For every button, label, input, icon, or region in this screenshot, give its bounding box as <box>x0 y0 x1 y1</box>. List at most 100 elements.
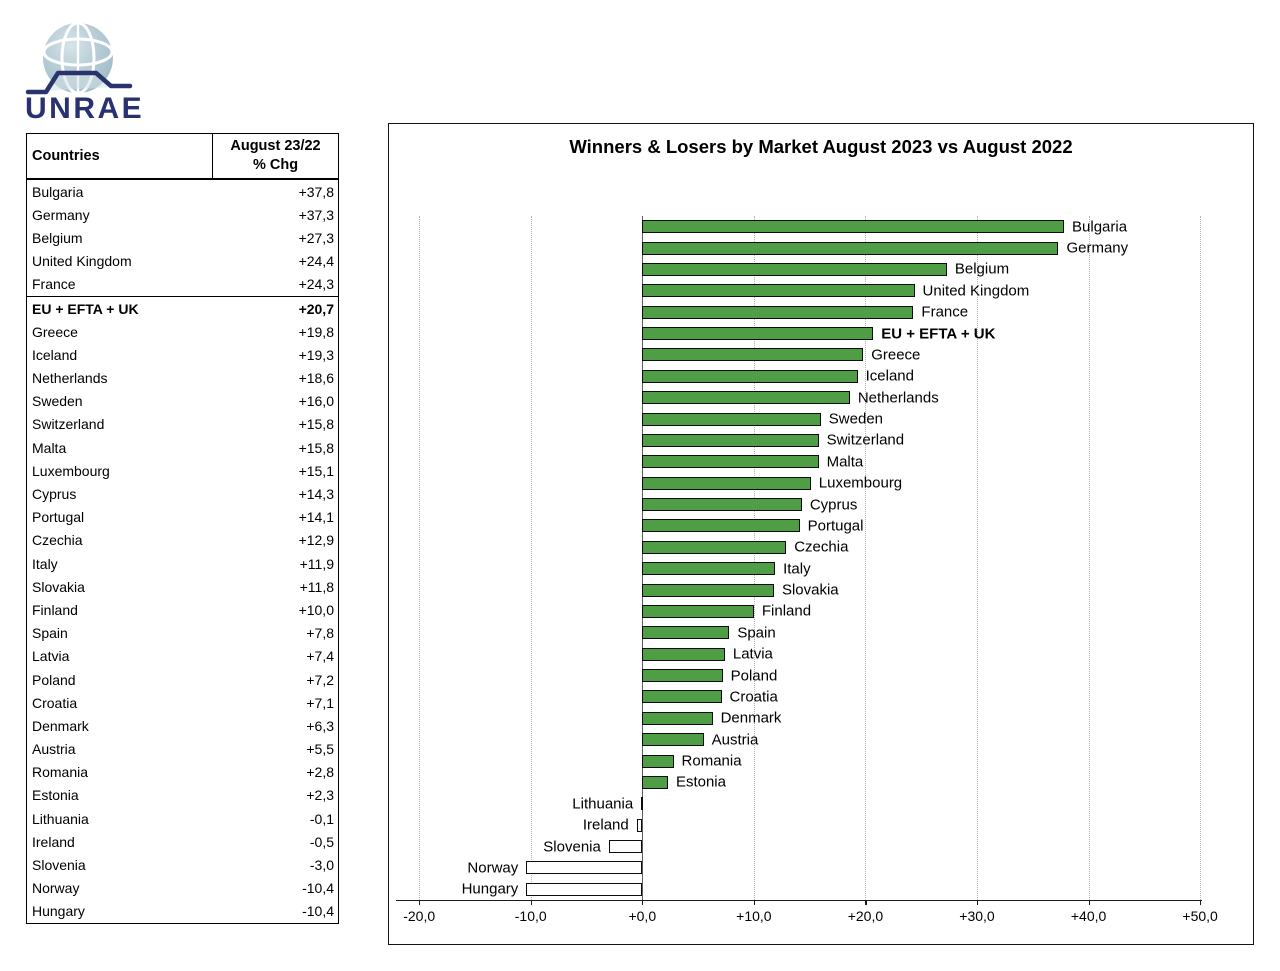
country-cell: Croatia <box>32 694 78 711</box>
bar-label: Belgium <box>954 260 1010 278</box>
bar-slovakia <box>642 583 774 597</box>
axis-tick <box>753 900 756 905</box>
change-cell: -0,5 <box>309 833 334 850</box>
change-cell: +2,3 <box>306 787 334 804</box>
change-cell: +6,3 <box>306 717 334 734</box>
change-cell: +27,3 <box>298 229 334 246</box>
bar-latvia <box>642 647 725 661</box>
axis-tick-label: +10,0 <box>736 908 772 924</box>
bar-united-kingdom <box>642 284 915 298</box>
bar-label: Italy <box>783 560 811 578</box>
table-row: Poland +7,2 <box>27 668 338 691</box>
bar-sweden <box>642 412 821 426</box>
gridline <box>1200 216 1202 900</box>
axis-tick-label: -20,0 <box>403 908 436 924</box>
bar-malta <box>642 455 819 469</box>
bar-label: Estonia <box>675 773 726 791</box>
bar-germany <box>642 241 1059 255</box>
table-row: Portugal +14,1 <box>27 506 338 529</box>
bar-label: Latvia <box>732 645 773 663</box>
bar-label: Netherlands <box>857 389 939 407</box>
col-header-change-line2: % Chg <box>252 157 299 173</box>
country-cell: Greece <box>32 323 78 340</box>
change-cell: +11,9 <box>299 555 334 572</box>
country-cell: Romania <box>32 764 89 781</box>
bar-ireland <box>636 818 643 832</box>
table-row: Sweden +16,0 <box>27 390 338 413</box>
plot-area: Bulgaria Germany Belgium United Kingdom Fran… <box>396 216 1202 901</box>
bar-label: Lithuania <box>572 795 634 813</box>
change-cell: +19,3 <box>298 346 334 363</box>
bar-label: Germany <box>1066 239 1129 257</box>
bar-lithuania <box>641 797 644 811</box>
bar-netherlands <box>642 391 850 405</box>
country-cell: Norway <box>32 880 80 897</box>
table-row: Belgium +27,3 <box>27 226 338 249</box>
bar-label: Poland <box>730 667 778 685</box>
axis-tick-label: +20,0 <box>847 908 884 924</box>
bar-label: Switzerland <box>826 431 905 449</box>
car-icon <box>25 70 133 95</box>
country-cell: Slovenia <box>32 857 86 874</box>
table-row: Germany +37,3 <box>27 203 338 226</box>
bar-label: Finland <box>761 602 812 620</box>
bar-label: Slovenia <box>543 838 601 856</box>
change-cell: +20,7 <box>298 300 334 317</box>
table-row: Romania +2,8 <box>27 761 338 784</box>
col-header-change-line1: August 23/22 <box>230 138 321 154</box>
country-cell: Netherlands <box>32 370 108 387</box>
bar-bulgaria <box>642 220 1065 234</box>
bar-luxembourg <box>642 476 811 490</box>
bar-austria <box>642 733 704 747</box>
country-cell: Italy <box>32 555 58 572</box>
chart-title: Winners & Losers by Market August 2023 v… <box>569 136 1073 157</box>
bar-label: France <box>921 303 969 321</box>
bar-denmark <box>642 711 713 725</box>
gridline <box>753 216 755 900</box>
table-body: Bulgaria +37,8 Germany +37,3 Belgium +27,3 Uni… <box>27 180 338 923</box>
country-cell: Czechia <box>32 532 83 549</box>
gridline <box>530 216 532 900</box>
table-row: Estonia +2,3 <box>27 784 338 807</box>
bar-label: Slovakia <box>781 581 839 599</box>
table-row: Hungary -10,4 <box>27 900 338 923</box>
axis-tick <box>977 900 979 905</box>
table-row: France +24,3 <box>27 273 338 296</box>
zero-gridline <box>642 216 644 900</box>
axis-tick-label: +40,0 <box>1070 908 1107 924</box>
bar-label: Ireland <box>582 816 629 834</box>
bar-switzerland <box>642 433 819 447</box>
country-cell: Lithuania <box>32 810 89 827</box>
table-row: Luxembourg +15,1 <box>27 459 338 482</box>
table-row: Italy +11,9 <box>27 552 338 575</box>
axis-tick <box>865 900 867 905</box>
country-cell: Switzerland <box>32 416 105 433</box>
gridline <box>865 216 867 900</box>
unrae-logo: UNRAE <box>25 21 142 124</box>
table-row: Iceland +19,3 <box>27 343 338 366</box>
country-cell: EU + EFTA + UK <box>32 300 139 317</box>
bar-label: Malta <box>826 453 864 471</box>
bar-label: Austria <box>711 731 759 749</box>
axis-tick-label: +50,0 <box>1182 908 1218 924</box>
gridline <box>419 216 421 900</box>
change-cell: +10,0 <box>298 601 334 618</box>
bar-label: Iceland <box>865 367 914 385</box>
axis-tick <box>419 900 421 905</box>
change-cell: +15,8 <box>298 416 334 433</box>
country-cell: Finland <box>32 601 78 618</box>
table-row: Cyprus +14,3 <box>27 482 338 505</box>
country-cell: Slovakia <box>32 578 85 595</box>
country-cell: Bulgaria <box>32 183 84 200</box>
bar-label: Hungary <box>461 880 519 898</box>
country-cell: Malta <box>32 439 67 456</box>
change-cell: -0,1 <box>309 810 334 827</box>
country-cell: United Kingdom <box>32 253 132 270</box>
bar-label: United Kingdom <box>922 282 1030 300</box>
table-row: EU + EFTA + UK +20,7 <box>27 295 338 320</box>
change-cell: +14,3 <box>298 486 334 503</box>
change-cell: +2,8 <box>306 764 334 781</box>
bar-eu-efta-uk <box>642 327 874 341</box>
country-cell: Estonia <box>32 787 79 804</box>
